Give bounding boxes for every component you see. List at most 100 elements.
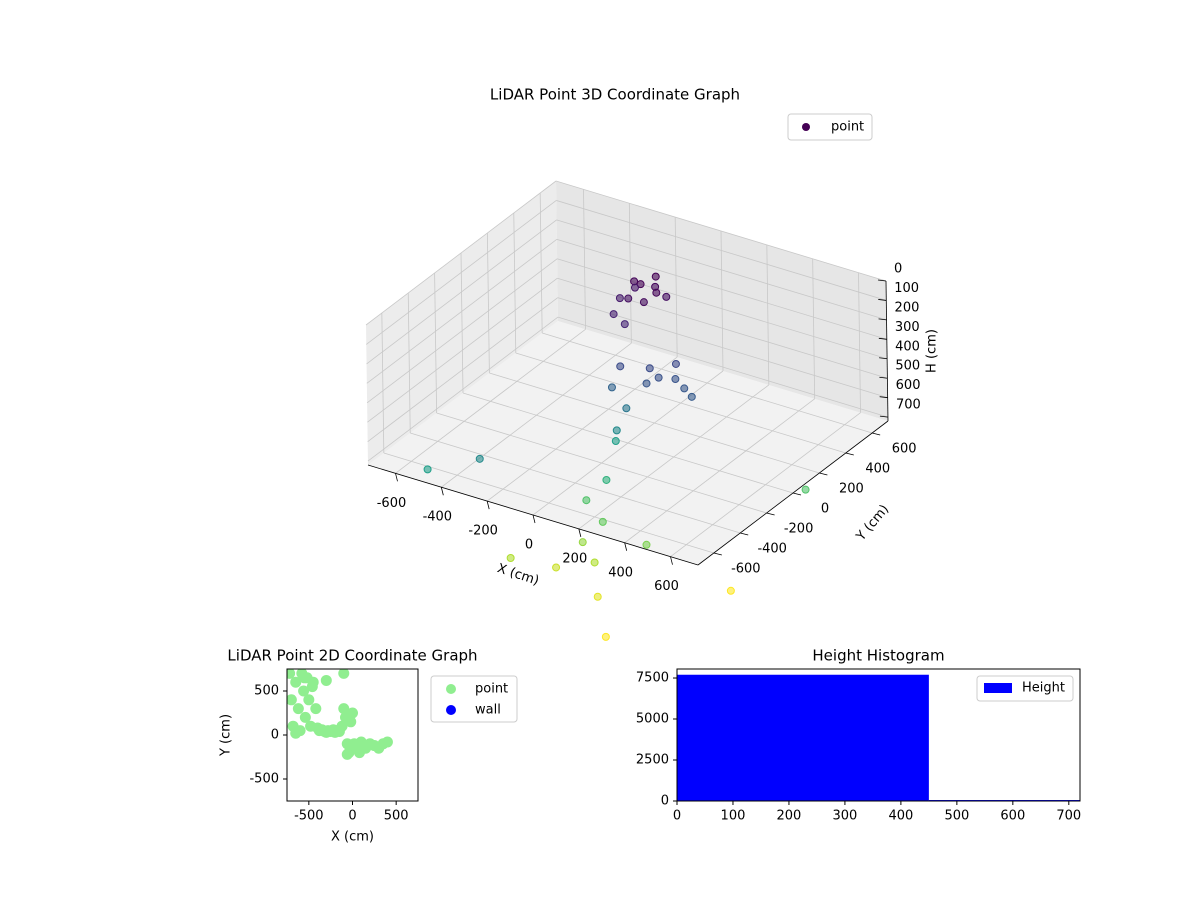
- y-tick-label: 7500: [636, 671, 669, 686]
- grid-line: [489, 372, 820, 474]
- legend-label: Height: [1022, 681, 1065, 696]
- tick-mark: [486, 501, 490, 510]
- point: [310, 703, 322, 715]
- point: [593, 592, 602, 601]
- tick-mark: [624, 542, 628, 551]
- x-tick-label: 700: [1056, 809, 1081, 824]
- tick-mark: [670, 556, 673, 565]
- y-tick-label: 200: [839, 482, 864, 497]
- point: [680, 384, 689, 393]
- x-tick-label: 200: [777, 809, 802, 824]
- legend-marker: [984, 683, 1012, 693]
- y-tick-label: 0: [271, 728, 279, 743]
- point: [622, 404, 631, 413]
- legend-label: point: [475, 682, 508, 697]
- x-tick-label: 600: [654, 579, 679, 594]
- point: [612, 426, 621, 435]
- chart-title: LiDAR Point 3D Coordinate Graph: [490, 86, 740, 104]
- x-tick-label: 600: [1000, 809, 1025, 824]
- tick-mark: [395, 473, 398, 482]
- point: [347, 707, 358, 719]
- grid-line: [367, 316, 559, 462]
- x-axis-line: [367, 464, 699, 566]
- x-tick-label: 0: [525, 538, 533, 553]
- point: [290, 727, 302, 739]
- tick-mark: [878, 337, 887, 340]
- point: [642, 379, 651, 388]
- point: [642, 540, 651, 549]
- grid-line: [365, 180, 557, 326]
- grid-line: [367, 297, 558, 442]
- grid-line: [556, 200, 887, 301]
- point: [287, 694, 297, 706]
- point: [607, 383, 616, 392]
- tick-mark: [872, 432, 881, 436]
- grid-line: [557, 316, 889, 418]
- legend-marker: [446, 705, 456, 715]
- grid-line: [556, 258, 888, 360]
- legend-marker: [446, 684, 456, 694]
- point: [423, 465, 432, 474]
- point: [552, 563, 561, 572]
- point: [611, 437, 620, 446]
- z-tick-label: 700: [896, 398, 921, 413]
- point: [338, 669, 350, 679]
- point: [598, 517, 607, 526]
- point: [630, 283, 639, 292]
- point: [602, 475, 611, 484]
- point: [645, 364, 654, 373]
- grid-line: [462, 392, 794, 494]
- grid-line: [367, 277, 558, 423]
- point: [578, 538, 587, 547]
- x-axis-label: X (cm): [495, 561, 541, 589]
- legend-box: [787, 113, 873, 141]
- x-tick-label: 400: [888, 809, 913, 824]
- y-tick-label: 5000: [636, 712, 669, 727]
- y-tick-label: -200: [784, 522, 814, 537]
- z-tick-label: 200: [895, 300, 920, 315]
- tick-mark: [578, 528, 582, 537]
- z-tick-label: 400: [895, 339, 920, 354]
- x-tick-label: -200: [468, 524, 498, 539]
- point: [336, 720, 348, 732]
- y-tick-label: -400: [757, 542, 787, 557]
- tick-mark: [766, 512, 775, 516]
- point: [299, 711, 311, 723]
- grid-line: [366, 239, 558, 384]
- point: [292, 703, 304, 715]
- x-tick-label: 500: [384, 809, 409, 824]
- y-tick-label: 400: [865, 462, 890, 477]
- y-tick-label: -500: [249, 772, 279, 787]
- point: [306, 681, 318, 693]
- z-tick-label: 100: [894, 281, 919, 296]
- tick-mark: [879, 357, 888, 360]
- point: [475, 454, 484, 463]
- tick-mark: [740, 532, 749, 536]
- y-tick-label: 500: [254, 684, 279, 699]
- y-tick-label: -600: [731, 562, 761, 577]
- tick-mark: [879, 415, 888, 418]
- axes-frame: [676, 668, 1081, 802]
- y-axis-label: Y (cm): [853, 502, 892, 545]
- tick-mark: [878, 299, 887, 301]
- point: [290, 676, 302, 688]
- x-tick-label: -400: [423, 510, 453, 525]
- x-tick-label: 200: [562, 551, 587, 566]
- tick-mark: [713, 552, 722, 556]
- tick-mark: [877, 279, 887, 282]
- grid-line: [383, 452, 714, 554]
- point: [654, 373, 663, 382]
- point: [687, 392, 696, 401]
- z-tick-label: 300: [895, 320, 920, 335]
- grid-line: [410, 432, 741, 534]
- point: [287, 669, 296, 679]
- tick-mark: [532, 514, 536, 524]
- point: [671, 375, 680, 384]
- grid-line: [556, 219, 887, 321]
- y-tick-label: 0: [821, 502, 829, 517]
- grid-line: [556, 238, 887, 340]
- y-axis-line: [697, 420, 889, 566]
- chart-title: LiDAR Point 2D Coordinate Graph: [227, 647, 477, 665]
- point: [590, 558, 599, 567]
- tick-mark: [440, 487, 444, 496]
